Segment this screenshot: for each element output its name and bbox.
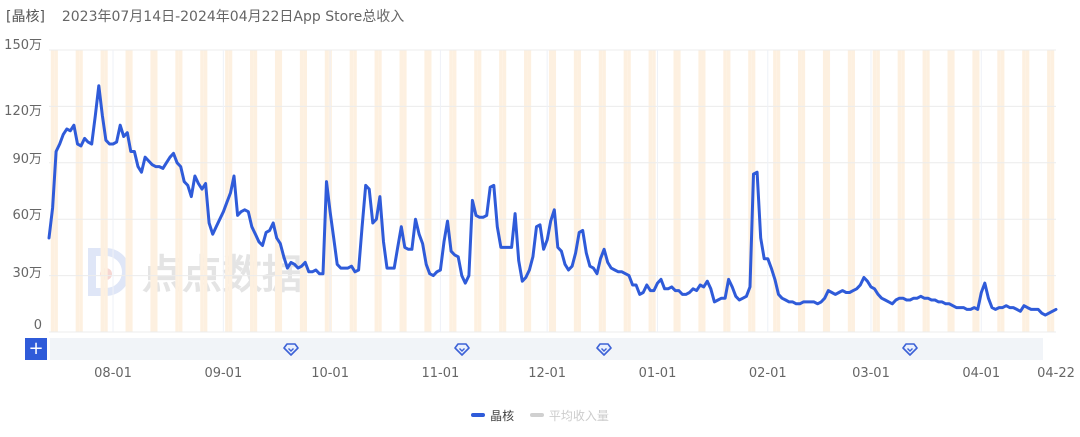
app-tag: [晶核] bbox=[6, 9, 45, 25]
x-tick-04-22: 04-22 bbox=[1037, 366, 1075, 381]
x-tick-08-01: 08-01 bbox=[94, 366, 132, 381]
series-line-jinghe bbox=[47, 84, 1058, 317]
x-tick-02-01: 02-01 bbox=[748, 366, 787, 381]
legend-swatch-icon bbox=[529, 413, 544, 417]
legend: 晶核 平均收入量 bbox=[0, 406, 1080, 424]
version-marker-icon[interactable] bbox=[453, 341, 470, 356]
x-tick-11-01: 11-01 bbox=[421, 366, 460, 381]
version-marker-icon[interactable] bbox=[283, 341, 299, 356]
x-tick-01-01: 01-01 bbox=[638, 366, 677, 381]
x-tick-03-01: 03-01 bbox=[852, 366, 890, 381]
x-tick-12-01: 12-01 bbox=[528, 366, 567, 381]
grid-lines bbox=[49, 49, 1056, 333]
y-tick-150: 150万 bbox=[4, 38, 42, 53]
weekend-bands bbox=[50, 50, 1055, 332]
x-tick-04-01: 04-01 bbox=[962, 366, 1001, 381]
chart-title: [晶核] 2023年07月14日-2024年04月22日App Store总收入 bbox=[6, 6, 404, 26]
version-marker-icon[interactable] bbox=[902, 341, 918, 356]
version-marker-icon[interactable] bbox=[596, 341, 612, 356]
y-tick-120: 120万 bbox=[4, 104, 42, 119]
legend-label: 平均收入量 bbox=[548, 408, 609, 423]
datazoom-slider[interactable] bbox=[50, 338, 1043, 360]
legend-item-jinghe[interactable]: 晶核 bbox=[471, 407, 514, 424]
legend-label: 晶核 bbox=[490, 408, 515, 423]
y-tick-0: 0 bbox=[33, 318, 42, 333]
y-tick-90: 90万 bbox=[12, 152, 42, 167]
legend-swatch-icon bbox=[471, 413, 486, 417]
add-comparison-button[interactable]: + bbox=[25, 338, 47, 360]
legend-item-average[interactable]: 平均收入量 bbox=[529, 407, 609, 424]
y-tick-30: 30万 bbox=[12, 266, 42, 281]
x-tick-10-01: 10-01 bbox=[311, 366, 349, 381]
x-tick-09-01: 09-01 bbox=[204, 366, 243, 381]
chart-title-text: 2023年07月14日-2024年04月22日App Store总收入 bbox=[61, 9, 405, 25]
y-tick-60: 60万 bbox=[12, 208, 42, 223]
